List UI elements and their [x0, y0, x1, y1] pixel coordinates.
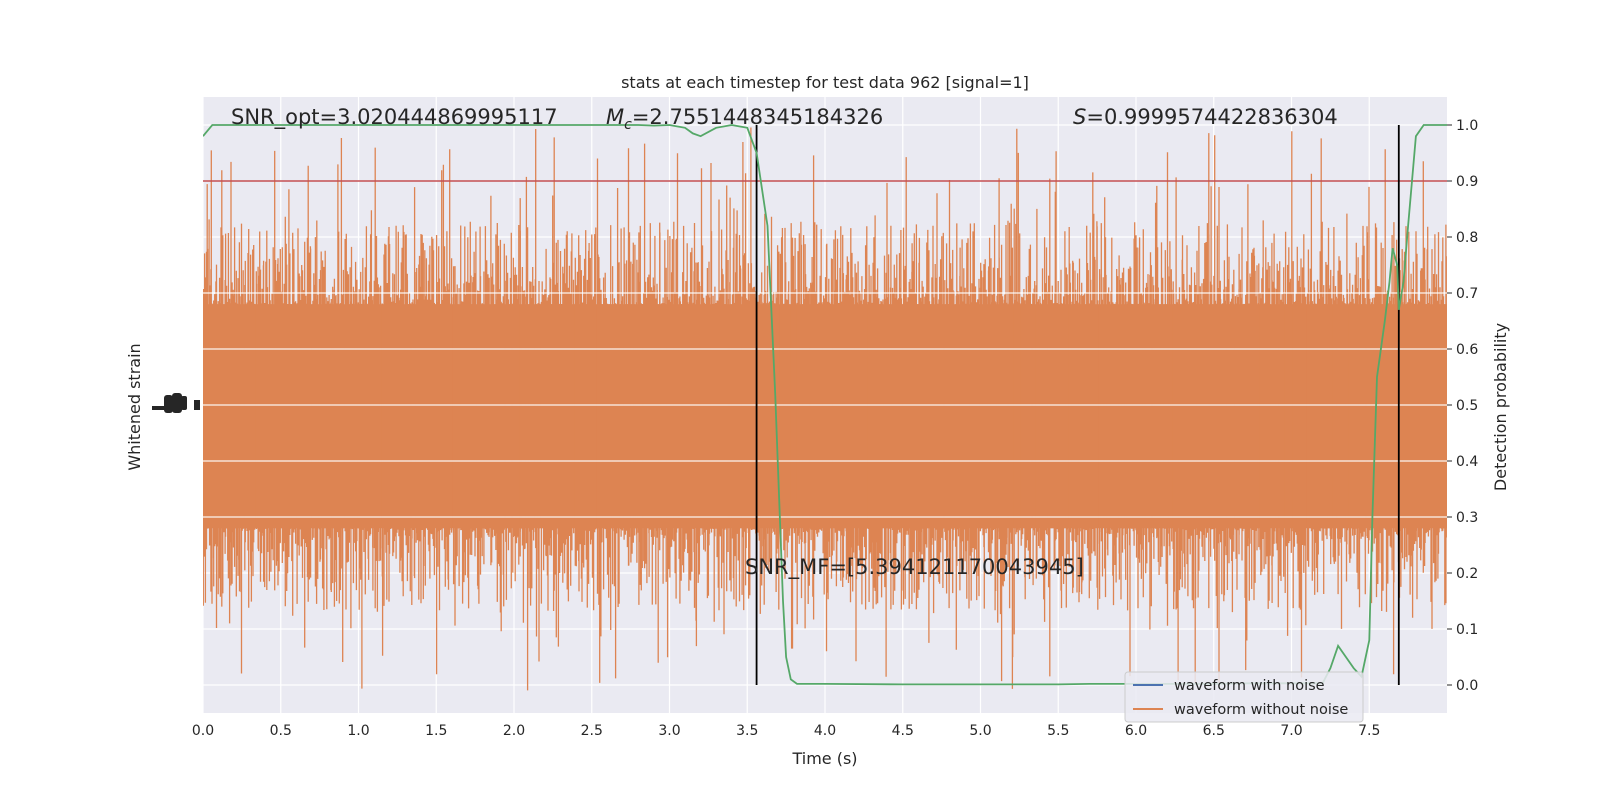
legend-label-with-noise: waveform with noise: [1174, 678, 1325, 694]
x-tick-label: 6.5: [1203, 723, 1225, 739]
x-tick-label: 2.5: [581, 723, 603, 739]
x-tick-label: 6.0: [1125, 723, 1147, 739]
x-tick-label: 4.0: [814, 723, 836, 739]
y-tick-label: 0.0: [1456, 678, 1478, 694]
legend: waveform with noise waveform without noi…: [1124, 671, 1364, 723]
x-axis-label: Time (s): [791, 749, 857, 768]
x-tick-label: 1.5: [425, 723, 447, 739]
x-tick-label: 5.5: [1047, 723, 1069, 739]
legend-label-without-noise: waveform without noise: [1174, 702, 1348, 718]
x-tick-label: 7.5: [1358, 723, 1380, 739]
x-tick-label: 5.0: [969, 723, 991, 739]
x-tick-label: 7.0: [1280, 723, 1302, 739]
y-tick-label: 0.6: [1456, 342, 1478, 358]
probability-series: [203, 124, 1447, 686]
annotation-chirp-mass: Mc=2.7551448345184326: [606, 105, 883, 133]
annotation-snr-opt: SNR_opt=3.020444869995117: [231, 105, 558, 130]
chart-title: stats at each timestep for test data 962…: [621, 73, 1029, 92]
annotation-snr-mf: SNR_MF=[5.394121170043945]: [745, 555, 1084, 580]
left-axis-label: Whitened strain: [125, 343, 144, 470]
x-tick-label: 3.5: [736, 723, 758, 739]
annotation-score: S=0.9999574422836304: [1073, 105, 1338, 129]
x-tick-label: 0.5: [270, 723, 292, 739]
y-tick-label: 1.0: [1456, 118, 1478, 134]
x-tick-label: 2.0: [503, 723, 525, 739]
y-tick-labels: 0.0 0.1 0.2 0.3 0.4 0.5 0.6 0.7 0.8 0.9 1.0: [1447, 118, 1478, 694]
x-tick-label: 0.0: [192, 723, 214, 739]
y-tick-label: 0.9: [1456, 174, 1478, 190]
x-tick-label: 4.5: [892, 723, 914, 739]
y-tick-label: 0.1: [1456, 622, 1478, 638]
y-tick-label: 0.2: [1456, 566, 1478, 582]
waveform-without-noise-band: [203, 127, 1447, 691]
y-tick-label: 0.4: [1456, 454, 1478, 470]
y-tick-label: 0.8: [1456, 230, 1478, 246]
x-tick-labels: 0.0 0.5 1.0 1.5 2.0 2.5 3.0 3.5 4.0 4.5 5.0 5.5 6.0 6…: [192, 723, 1381, 739]
y-tick-label: 0.3: [1456, 510, 1478, 526]
reference-lines: [203, 125, 1447, 685]
left-axis-ticks-cluster: [152, 393, 200, 413]
right-axis-label: Detection probability: [1491, 323, 1510, 491]
x-tick-label: 1.0: [347, 723, 369, 739]
x-tick-label: 3.0: [658, 723, 680, 739]
y-tick-label: 0.7: [1456, 286, 1478, 302]
y-tick-label: 0.5: [1456, 398, 1478, 414]
probability-line: [203, 124, 1447, 686]
legend-box: [1124, 671, 1364, 723]
grid-overlay: [203, 292, 1447, 518]
